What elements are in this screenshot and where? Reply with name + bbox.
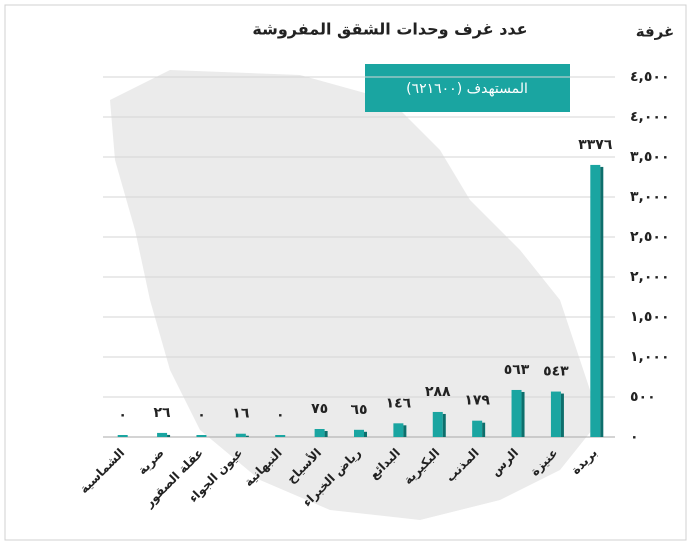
y-tick-label: ٤,٥٠٠ <box>630 69 670 85</box>
value-label: ١٧٩ <box>464 393 490 409</box>
bar-shade <box>324 431 328 437</box>
bar <box>511 389 522 437</box>
y-tick-label: ١,٠٠٠ <box>630 349 670 365</box>
bar-shade <box>442 413 446 437</box>
bar-shade <box>245 435 249 437</box>
value-label: ٥٦٣ <box>504 362 530 378</box>
value-label: ٠ <box>118 407 127 423</box>
bar <box>432 411 443 437</box>
y-tick-label: ٣,٥٠٠ <box>630 149 670 165</box>
bar <box>354 429 364 437</box>
annotation-box <box>365 64 570 112</box>
value-label: ٢٦ <box>154 405 172 421</box>
y-tick-label: ٤,٠٠٠ <box>630 109 670 125</box>
y-axis-label: غرفة <box>636 23 675 41</box>
value-label: ٧٥ <box>311 401 328 417</box>
map-background <box>110 70 600 520</box>
value-label: ٠ <box>276 407 285 423</box>
y-tick-label: ٥٠٠ <box>630 389 656 405</box>
value-label: ٢٨٨ <box>425 384 451 400</box>
value-label: ٥٤٣ <box>543 364 569 380</box>
y-tick-label: ٠ <box>630 429 639 445</box>
bar <box>117 435 128 437</box>
bar <box>550 391 561 437</box>
bar-shade <box>482 422 486 437</box>
y-tick-label: ٣,٠٠٠ <box>630 189 670 205</box>
bar-shade <box>403 425 407 437</box>
value-label: ٠ <box>197 407 206 423</box>
bar <box>393 423 404 437</box>
bar <box>314 429 325 437</box>
bar-shade <box>600 166 604 438</box>
value-label: ١٦ <box>232 406 250 422</box>
value-label: ٦٥ <box>350 402 367 418</box>
annotation: المستهدف (٦٢١٦٠٠) <box>406 81 528 97</box>
value-label: ١٤٦ <box>386 395 412 411</box>
bar <box>157 432 168 437</box>
value-label: ٣٣٧٦ <box>578 137 613 153</box>
y-tick-label: ١,٥٠٠ <box>630 309 670 325</box>
bar-shade <box>364 431 367 437</box>
bar <box>472 420 483 437</box>
y-tick-label: ٢,٥٠٠ <box>630 229 670 245</box>
bar <box>275 435 286 437</box>
bar-shade <box>167 434 171 437</box>
bar <box>235 433 246 437</box>
bar-shade <box>521 391 525 437</box>
bar <box>196 435 207 437</box>
bar <box>590 164 601 438</box>
y-tick-label: ٢,٠٠٠ <box>630 269 670 285</box>
chart-title: عدد غرف وحدات الشقق المفروشة <box>252 20 527 39</box>
bar-shade <box>560 393 564 437</box>
